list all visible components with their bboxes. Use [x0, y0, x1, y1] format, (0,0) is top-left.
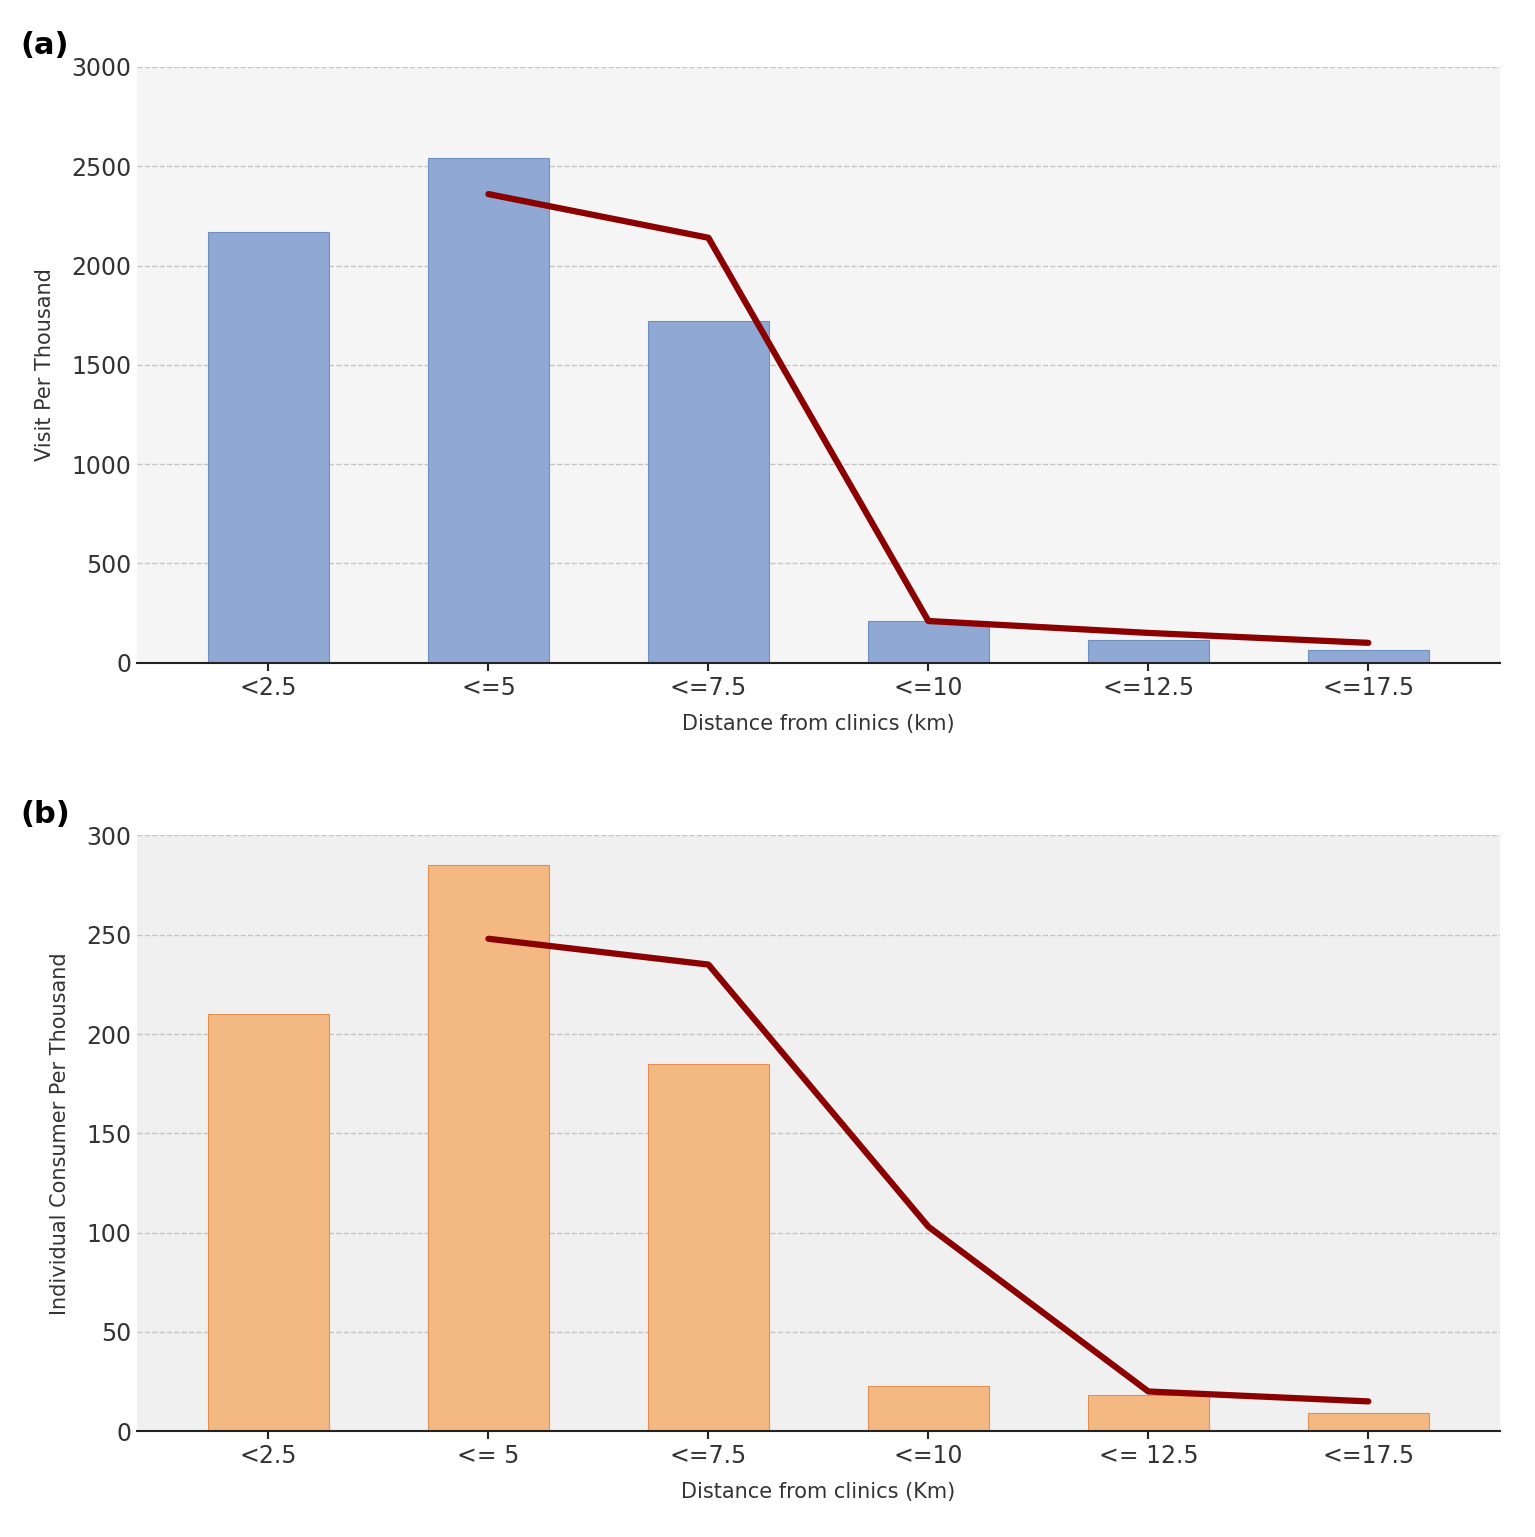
Bar [648, 321, 769, 662]
X-axis label: Distance from clinics (km): Distance from clinics (km) [682, 713, 955, 733]
Bar [1088, 1396, 1210, 1431]
Bar [428, 158, 550, 662]
Bar [648, 1064, 769, 1431]
Text: (a): (a) [20, 31, 69, 60]
Bar [1088, 639, 1210, 662]
Bar [867, 1385, 989, 1431]
Bar [207, 1014, 328, 1431]
Bar [428, 865, 550, 1431]
Y-axis label: Visit Per Thousand: Visit Per Thousand [35, 269, 55, 461]
Bar [1308, 1414, 1429, 1431]
X-axis label: Distance from clinics (Km): Distance from clinics (Km) [682, 1482, 955, 1502]
Y-axis label: Individual Consumer Per Thousand: Individual Consumer Per Thousand [49, 951, 69, 1314]
Bar [867, 621, 989, 662]
Text: (b): (b) [20, 799, 71, 828]
Bar [1308, 650, 1429, 662]
Bar [207, 232, 328, 662]
